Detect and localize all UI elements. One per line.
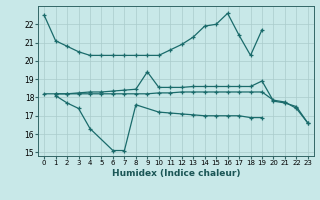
X-axis label: Humidex (Indice chaleur): Humidex (Indice chaleur) [112,169,240,178]
